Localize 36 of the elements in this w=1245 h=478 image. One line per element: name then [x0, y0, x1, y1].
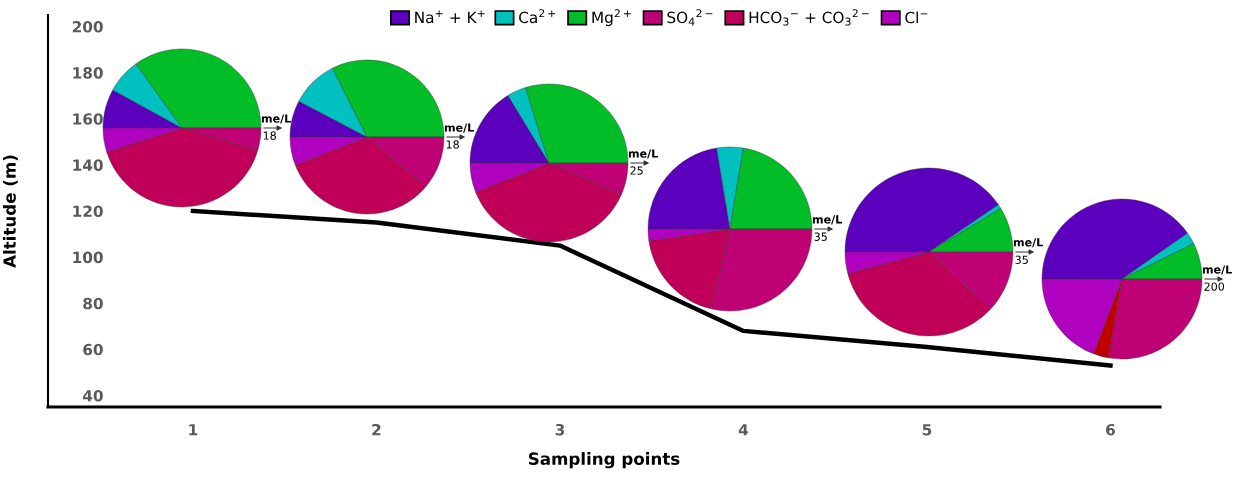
- y-tick-label: 160: [73, 113, 103, 125]
- legend-label: Cl$^{−}$: [905, 11, 928, 24]
- y-tick-label: 80: [83, 297, 103, 310]
- y-tick-label: 40: [82, 389, 103, 402]
- legend-label: Mg$^{2+}$: [592, 9, 631, 27]
- y-tick-label: 200: [72, 20, 103, 33]
- annotation: me/L: [1013, 238, 1043, 248]
- text: 200: [1204, 282, 1225, 291]
- annotation: me/L: [628, 149, 658, 159]
- y-tick-label: 180: [73, 67, 103, 79]
- x-tick-label: 5: [922, 424, 932, 436]
- annotation: 25: [630, 166, 643, 175]
- y-tick-label: 60: [83, 343, 103, 356]
- legend-label: Na$^{+}$ + K$^{+}$: [415, 10, 485, 24]
- x-axis-title: Sampling points: [528, 452, 680, 469]
- y-axis-title: Altitude (m): [2, 155, 18, 268]
- legend-label: HCO$_{3}$$^{−}$ + CO$_{3}$$^{2−}$: [749, 9, 869, 26]
- y-tick-label: 120: [73, 205, 103, 218]
- x-tick-label: 3: [555, 423, 565, 436]
- annotation: 18: [263, 131, 276, 140]
- legend-label: Ca$^{2+}$: [519, 9, 556, 24]
- text: me/L: [1202, 265, 1232, 275]
- y-tick-label: 100: [73, 251, 103, 264]
- annotation: 35: [814, 232, 827, 241]
- annotation: 18: [446, 140, 459, 149]
- annotation: me/L: [812, 215, 842, 225]
- line-series: [190, 208, 1113, 368]
- y-tick-label: 140: [73, 159, 103, 171]
- x-tick-label: 1: [189, 424, 198, 436]
- annotation: 35: [1015, 255, 1028, 264]
- annotation: me/L: [444, 123, 474, 133]
- annotation: me/L: [261, 114, 291, 124]
- x-tick-label: 2: [372, 423, 381, 436]
- x-tick-label: 6: [1106, 423, 1115, 436]
- x-tick-label: 4: [738, 424, 749, 436]
- legend-label: SO$_{4}$$^{2−}$: [667, 9, 713, 26]
